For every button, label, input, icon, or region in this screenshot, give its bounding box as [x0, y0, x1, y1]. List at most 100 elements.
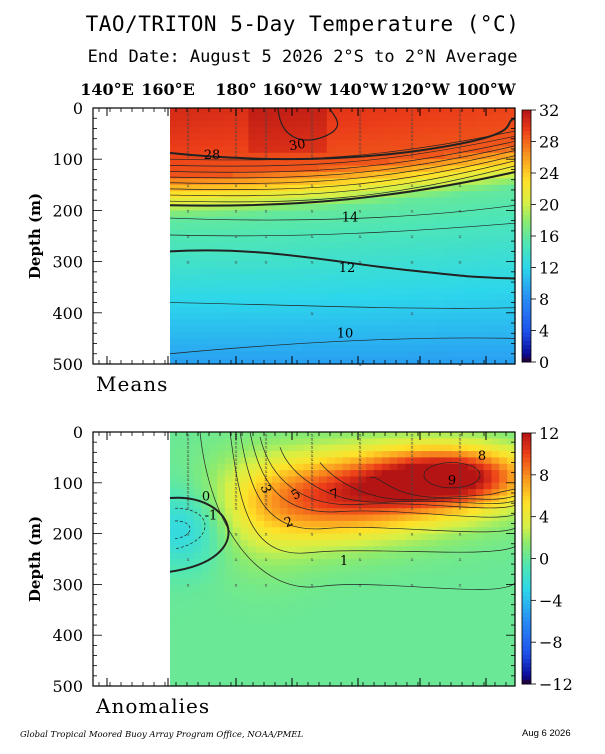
- svg-text:x: x: [459, 465, 462, 471]
- svg-text:x: x: [411, 121, 414, 127]
- svg-text:x: x: [459, 133, 462, 139]
- svg-text:x: x: [311, 532, 314, 538]
- svg-text:x: x: [187, 133, 190, 139]
- svg-text:x: x: [265, 473, 268, 479]
- panel-2-y-tick-label: 400: [52, 626, 83, 645]
- svg-text:x: x: [459, 441, 462, 447]
- svg-text:x: x: [187, 433, 190, 439]
- isotherm-13: [169, 222, 516, 237]
- panel-1-colorbar: [522, 110, 531, 363]
- svg-text:x: x: [359, 494, 362, 500]
- svg-text:x: x: [459, 502, 462, 508]
- svg-text:x: x: [235, 208, 238, 214]
- svg-text:x: x: [265, 489, 268, 495]
- anomaly-contour-0: [169, 496, 230, 573]
- svg-text:x: x: [311, 469, 314, 475]
- panel-2-y-tick-label: 500: [52, 677, 83, 696]
- svg-text:x: x: [459, 445, 462, 451]
- svg-text:x: x: [265, 441, 268, 447]
- svg-text:x: x: [311, 129, 314, 135]
- svg-text:x: x: [311, 117, 314, 123]
- svg-text:x: x: [411, 208, 414, 214]
- chart-subtitle: End Date: August 5 2026 2°S to 2°N Avera…: [87, 47, 518, 67]
- svg-text:x: x: [235, 457, 238, 463]
- panel-2-contour-label: -1: [205, 508, 218, 523]
- svg-text:x: x: [265, 141, 268, 147]
- svg-text:x: x: [459, 121, 462, 127]
- svg-text:x: x: [265, 154, 268, 160]
- svg-text:x: x: [359, 150, 362, 156]
- svg-text:x: x: [265, 260, 268, 266]
- svg-text:x: x: [459, 461, 462, 467]
- svg-text:x: x: [187, 582, 190, 588]
- svg-text:x: x: [311, 208, 314, 214]
- panel-2-colorbar-tick-label: 4: [539, 508, 549, 527]
- svg-text:x: x: [311, 109, 314, 115]
- svg-text:x: x: [311, 449, 314, 455]
- svg-text:x: x: [235, 449, 238, 455]
- svg-text:x: x: [265, 150, 268, 156]
- svg-text:x: x: [359, 260, 362, 266]
- svg-text:x: x: [459, 485, 462, 491]
- panel-1-contour-label: 12: [339, 261, 356, 276]
- svg-text:x: x: [235, 129, 238, 135]
- svg-text:x: x: [359, 141, 362, 147]
- svg-text:x: x: [265, 433, 268, 439]
- svg-text:x: x: [359, 433, 362, 439]
- date-stamp: Aug 6 2026: [522, 728, 571, 739]
- svg-text:x: x: [311, 145, 314, 151]
- svg-text:x: x: [235, 183, 238, 189]
- panel-2-colorbar-tick-label: 12: [539, 424, 559, 443]
- isotherm-12: [169, 249, 516, 280]
- svg-text:x: x: [411, 485, 414, 491]
- svg-text:x: x: [311, 150, 314, 156]
- svg-text:x: x: [187, 473, 190, 479]
- svg-text:x: x: [359, 362, 362, 368]
- svg-text:x: x: [411, 145, 414, 151]
- svg-text:x: x: [187, 457, 190, 463]
- svg-text:x: x: [411, 117, 414, 123]
- svg-text:x: x: [265, 457, 268, 463]
- svg-text:x: x: [311, 260, 314, 266]
- svg-text:x: x: [187, 506, 190, 512]
- mean-isotherm: [169, 165, 516, 203]
- svg-text:x: x: [359, 481, 362, 487]
- svg-text:x: x: [235, 506, 238, 512]
- svg-text:x: x: [265, 117, 268, 123]
- panel-2-colorbar-tick-label: −8: [539, 633, 563, 652]
- mean-isotherm: [169, 160, 516, 197]
- panel-1-y-tick-label: 300: [52, 253, 83, 272]
- svg-text:x: x: [235, 260, 238, 266]
- svg-text:x: x: [411, 465, 414, 471]
- svg-text:x: x: [411, 183, 414, 189]
- svg-text:x: x: [459, 489, 462, 495]
- mean-isotherm: [169, 145, 516, 179]
- svg-text:x: x: [359, 498, 362, 504]
- svg-text:x: x: [187, 477, 190, 483]
- panel-2-y-tick-label: 300: [52, 575, 83, 594]
- svg-text:x: x: [311, 557, 314, 563]
- panel-1-colorbar-tick-label: 16: [539, 227, 559, 246]
- svg-text:x: x: [187, 125, 190, 131]
- svg-text:x: x: [311, 141, 314, 147]
- svg-text:x: x: [359, 145, 362, 151]
- svg-text:x: x: [359, 137, 362, 143]
- svg-text:x: x: [265, 129, 268, 135]
- svg-text:x: x: [187, 117, 190, 123]
- panel-2-contour-label: 1: [340, 554, 348, 569]
- svg-text:x: x: [459, 234, 462, 240]
- svg-text:x: x: [235, 498, 238, 504]
- svg-text:x: x: [311, 113, 314, 119]
- panel-1-colorbar-tick-label: 32: [539, 101, 559, 120]
- svg-text:x: x: [235, 485, 238, 491]
- svg-text:x: x: [459, 362, 462, 368]
- svg-text:x: x: [411, 133, 414, 139]
- svg-text:x: x: [311, 489, 314, 495]
- isotherm-28: [169, 117, 516, 161]
- svg-text:x: x: [265, 145, 268, 151]
- svg-text:x: x: [359, 461, 362, 467]
- isotherm-11: [169, 302, 516, 309]
- panel-1-y-axis-label: Depth (m): [26, 193, 44, 279]
- svg-text:x: x: [459, 506, 462, 512]
- svg-text:x: x: [411, 433, 414, 439]
